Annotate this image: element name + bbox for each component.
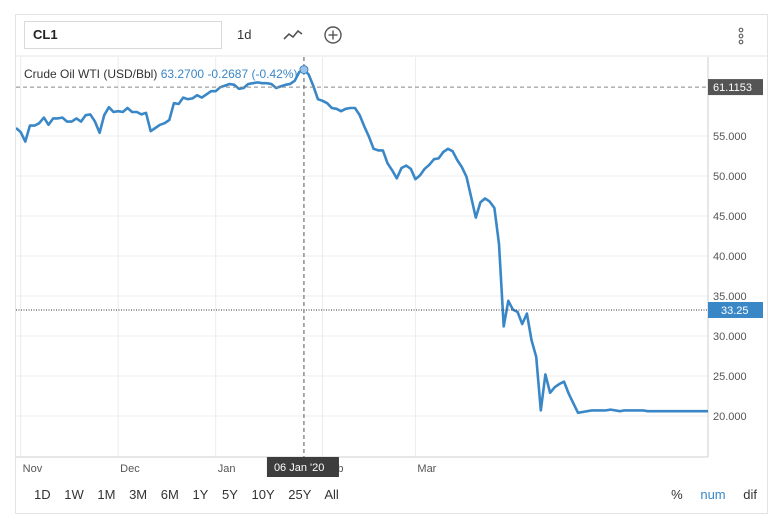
range-1d[interactable]: 1D — [34, 487, 51, 502]
x-axis: NovDecJanFebMar — [16, 456, 708, 475]
symbol-input[interactable]: CL1 — [24, 21, 222, 49]
range-25y[interactable]: 25Y — [288, 487, 312, 502]
cursor-date-tag — [266, 457, 339, 477]
x-tick-label: Nov — [23, 463, 43, 475]
crosshair-point — [299, 65, 309, 75]
chart-toolbar: CL1 1d — [16, 15, 767, 55]
y-tick-label: 40.000 — [713, 251, 747, 263]
range-5y[interactable]: 5Y — [221, 487, 238, 502]
range-1y[interactable]: 1Y — [192, 487, 209, 502]
y-tick-label: 45.000 — [713, 211, 747, 223]
x-tick-label: Dec — [120, 463, 140, 475]
chart-markers: 61.1153 33.25 06 Jan '20 — [16, 57, 763, 477]
chart-legend: Crude Oil WTI (USD/Bbl) 63.2700 -0.2687 … — [24, 67, 297, 81]
cursor-date-label: 06 Jan '20 — [274, 462, 324, 474]
line-chart-icon[interactable] — [282, 25, 304, 45]
mode-num[interactable]: num — [700, 487, 726, 502]
mode-percent[interactable]: % — [671, 487, 683, 502]
y-tick-label: 30.000 — [713, 331, 747, 343]
chart-grid — [16, 57, 708, 457]
x-tick-label: Jan — [218, 463, 236, 475]
range-3m[interactable]: 3M — [129, 487, 148, 502]
range-10y[interactable]: 10Y — [251, 487, 275, 502]
legend-price: 63.2700 — [160, 67, 205, 81]
price-chart[interactable]: 55.000 50.000 45.000 40.000 35.000 30.000 25.0… — [16, 15, 767, 513]
legend-name: Crude Oil WTI (USD/Bbl) — [24, 67, 158, 81]
cursor-price-label: 33.25 — [721, 305, 749, 317]
range-1w[interactable]: 1W — [64, 487, 84, 502]
range-6m[interactable]: 6M — [160, 487, 179, 502]
y-tick-label: 25.000 — [713, 371, 747, 383]
cursor-price-tag — [708, 302, 763, 318]
y-tick-label: 55.000 — [713, 131, 747, 143]
add-circle-icon[interactable] — [322, 25, 344, 45]
price-series-line — [16, 68, 708, 415]
y-tick-label: 35.000 — [713, 291, 747, 303]
more-vertical-icon[interactable] — [734, 25, 748, 47]
x-tick-label: Mar — [417, 463, 436, 475]
range-selector: 1D 1W 1M 3M 6M 1Y 5Y 10Y 25Y All — [34, 487, 349, 502]
range-all[interactable]: All — [324, 487, 339, 502]
y-tick-label: 50.000 — [713, 171, 747, 183]
last-price-tag — [708, 79, 763, 96]
interval-selector[interactable]: 1d — [237, 27, 252, 42]
legend-change: -0.2687 (-0.42%) — [207, 67, 298, 81]
scale-mode-selector: % num dif — [657, 487, 757, 502]
last-price-label: 61.1153 — [713, 82, 752, 94]
range-1m[interactable]: 1M — [97, 487, 116, 502]
y-tick-label: 20.000 — [713, 411, 747, 423]
mode-dif[interactable]: dif — [743, 487, 757, 502]
chart-widget: CL1 1d 55.000 50.000 45.000 40.000 35.000 30.… — [15, 14, 768, 514]
y-axis: 55.000 50.000 45.000 40.000 35.000 30.000 25.0… — [707, 57, 747, 457]
